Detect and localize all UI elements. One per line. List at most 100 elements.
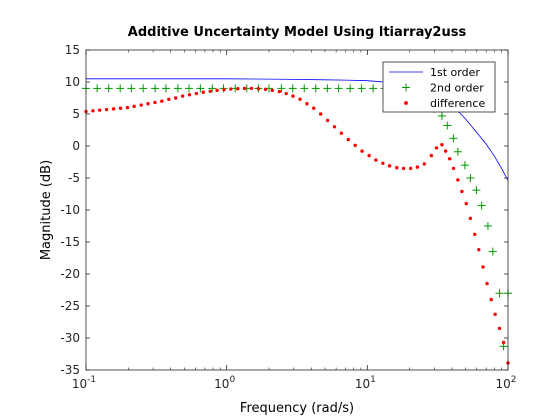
dot-marker — [395, 166, 399, 170]
dot-marker — [325, 118, 330, 123]
x-tick-base: 10 — [495, 377, 510, 391]
legend: 1st order 2nd order difference — [382, 61, 496, 113]
dot-marker — [167, 97, 171, 101]
dot-marker — [440, 143, 444, 147]
dot-marker — [464, 201, 468, 206]
dot-marker — [447, 157, 452, 161]
y-tick-label: -30 — [60, 331, 80, 345]
dot-marker — [473, 232, 477, 237]
plus-marker — [346, 84, 355, 93]
dot-marker — [353, 143, 357, 148]
dot-marker — [222, 87, 226, 92]
x-tick-exponent: 1 — [370, 375, 376, 385]
plus-marker — [443, 121, 452, 130]
plus-marker — [300, 84, 309, 93]
plus-marker — [369, 84, 378, 93]
dot-marker — [263, 87, 268, 92]
plus-marker — [488, 247, 497, 256]
plus-marker — [449, 134, 458, 143]
y-tick-label: -25 — [60, 299, 80, 313]
dot-marker — [215, 88, 219, 93]
plus-marker — [139, 84, 148, 93]
dot-marker — [153, 100, 157, 105]
legend-swatch-plus — [402, 83, 410, 92]
x-tick-label: 100 — [214, 375, 235, 391]
dot-marker — [256, 87, 261, 91]
plus-marker — [127, 84, 136, 93]
dot-marker — [501, 340, 506, 345]
dot-marker — [456, 178, 460, 182]
plus-marker — [437, 111, 446, 120]
dot-marker — [139, 103, 143, 107]
plus-marker — [161, 84, 170, 93]
y-tick-label: -5 — [68, 171, 80, 185]
plus-marker — [173, 84, 182, 93]
y-tick-label: 15 — [65, 43, 80, 57]
x-tick-exponent: 0 — [229, 375, 235, 385]
dot-marker — [312, 106, 316, 110]
plus-marker — [483, 222, 492, 230]
plus-marker — [460, 161, 469, 170]
legend-entry-label: 1st order — [430, 66, 480, 79]
dot-marker — [270, 88, 274, 93]
dot-marker — [146, 102, 150, 106]
dot-marker — [111, 107, 116, 111]
plus-marker — [104, 84, 113, 93]
dot-marker — [291, 94, 295, 98]
dot-marker — [477, 247, 481, 252]
x-tick-label: 101 — [355, 375, 376, 391]
plus-marker — [311, 84, 320, 93]
dot-marker — [187, 93, 192, 97]
dot-marker — [489, 297, 493, 302]
dot-marker — [305, 102, 309, 106]
legend-box — [382, 61, 496, 113]
dot-marker — [298, 97, 302, 101]
dot-marker — [118, 106, 123, 110]
plus-marker — [477, 201, 486, 210]
y-tick-label: -15 — [60, 235, 80, 249]
dot-marker — [132, 104, 136, 109]
y-tick-label: 10 — [65, 75, 80, 89]
dot-marker — [104, 107, 109, 112]
dot-marker — [367, 153, 371, 158]
plus-marker — [208, 84, 217, 93]
plus-marker — [453, 147, 462, 156]
dot-marker — [180, 94, 185, 98]
dot-marker — [493, 312, 497, 317]
dot-marker — [497, 326, 502, 331]
y-tick-label: -10 — [60, 203, 80, 217]
y-axis-label: Magnitude (dB) — [39, 160, 54, 260]
dot-marker — [415, 165, 420, 169]
x-tick-exponent: 2 — [511, 375, 517, 385]
dot-marker — [374, 158, 378, 162]
y-tick-label: 5 — [72, 107, 80, 121]
plus-marker — [495, 289, 504, 298]
y-tick-label: -20 — [60, 267, 80, 281]
plus-marker — [93, 84, 102, 93]
dot-marker — [422, 162, 426, 166]
plus-marker — [116, 84, 125, 93]
series-layer — [82, 78, 512, 365]
dot-marker — [451, 166, 456, 171]
dot-marker — [125, 105, 130, 110]
plus-marker — [288, 84, 297, 93]
x-axis-label: Frequency (rad/s) — [240, 401, 354, 416]
chart-title: Additive Uncertainty Model Using ltiarra… — [128, 25, 467, 40]
plus-marker — [323, 84, 332, 93]
dot-marker — [429, 153, 434, 158]
legend-entry-label: difference — [430, 97, 485, 110]
dot-marker — [318, 112, 323, 116]
x-tick-exponent: -1 — [87, 375, 96, 385]
dot-marker — [97, 108, 102, 112]
dot-marker — [242, 86, 247, 91]
dot-marker — [346, 137, 350, 142]
dot-marker — [236, 87, 240, 91]
dot-marker — [339, 131, 344, 135]
dot-marker — [381, 161, 385, 165]
x-tick-base: 10 — [72, 377, 87, 391]
dot-marker — [194, 91, 199, 96]
dot-marker — [485, 281, 489, 286]
dot-marker — [443, 149, 448, 153]
dot-marker — [408, 166, 413, 171]
